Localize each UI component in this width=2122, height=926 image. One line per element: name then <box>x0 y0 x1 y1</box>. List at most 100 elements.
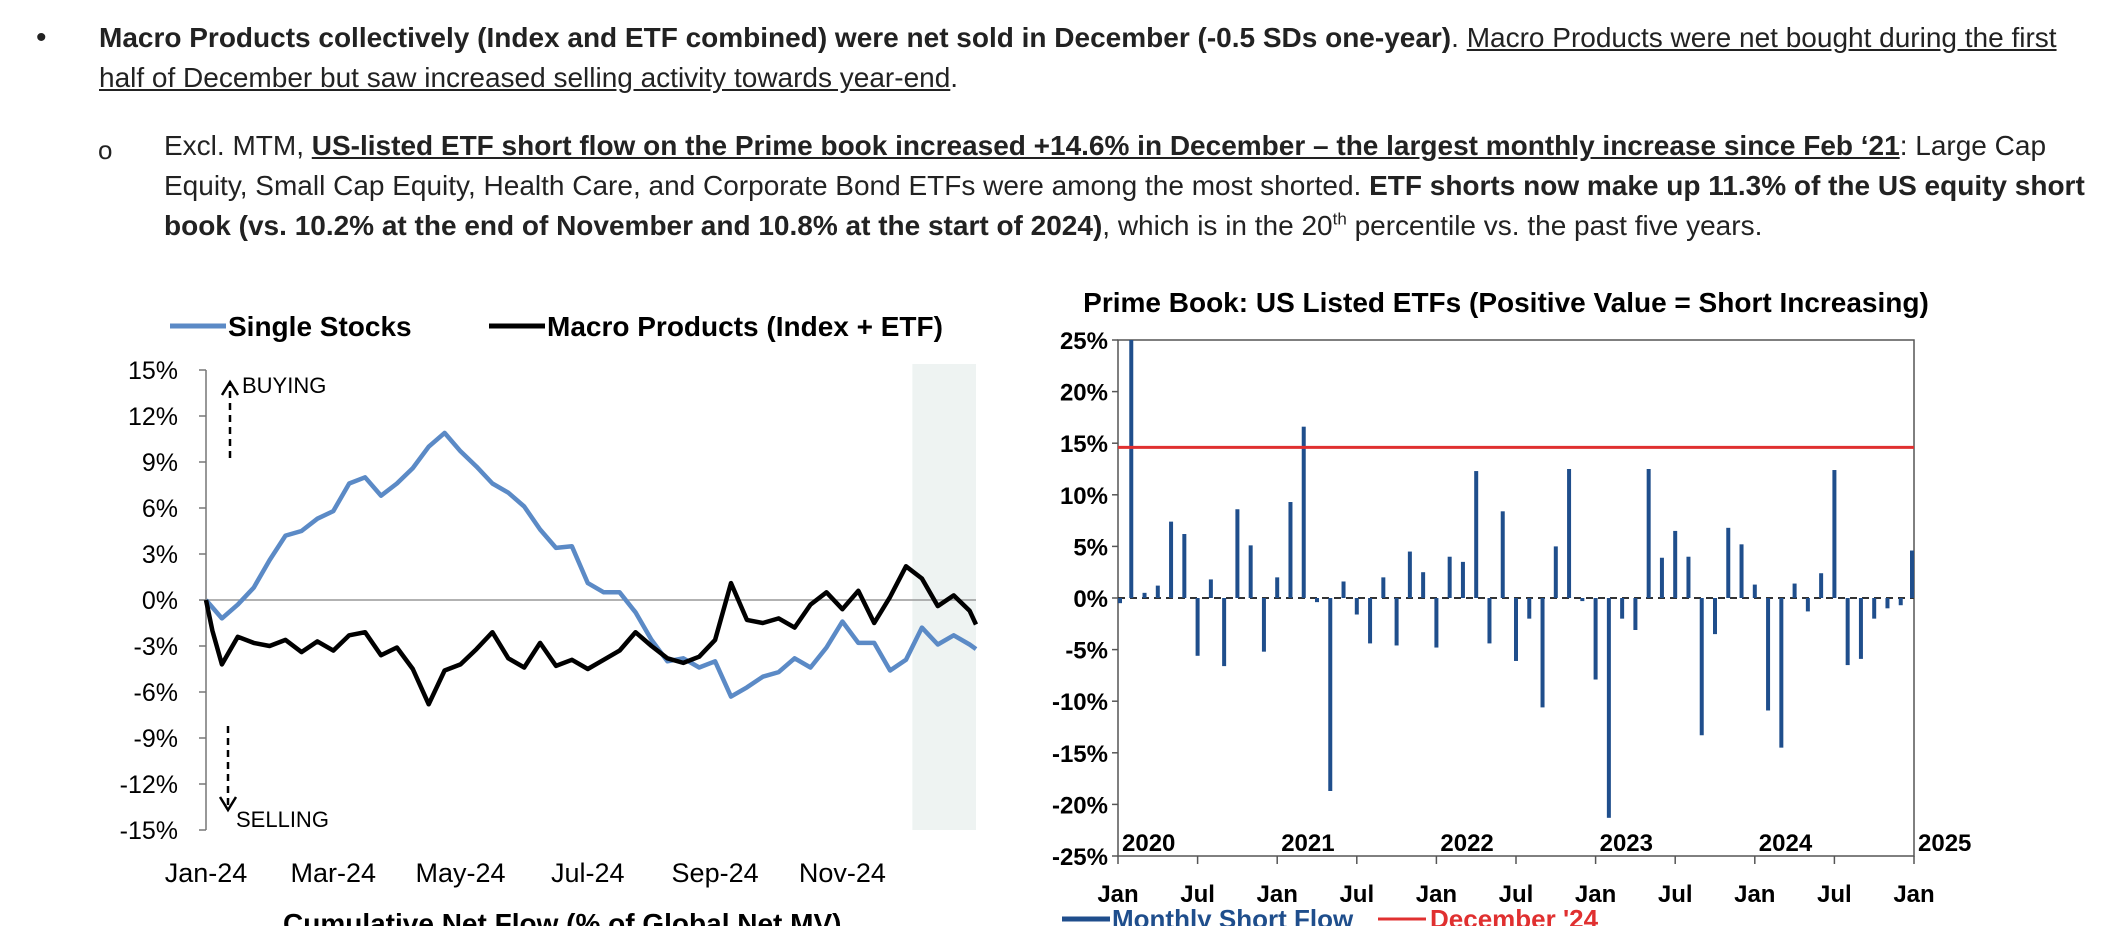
month-label: Jan <box>1097 881 1138 908</box>
monthly-short-flow-bar <box>1487 598 1492 644</box>
month-label: Jan <box>1257 881 1298 908</box>
prime-book-etf-chart: Prime Book: US Listed ETFs (Positive Val… <box>1052 287 1971 926</box>
monthly-short-flow-bar <box>1540 598 1545 708</box>
month-label: Jul <box>1499 881 1534 908</box>
y-tick-label: -12% <box>120 771 178 799</box>
monthly-short-flow-bar <box>1910 550 1914 598</box>
month-label: Jan <box>1734 881 1775 908</box>
y-tick-label: 20% <box>1060 380 1108 407</box>
right-chart-bars <box>1118 340 1914 818</box>
monthly-short-flow-bar <box>1447 556 1452 598</box>
y-tick-label: 6% <box>142 495 178 523</box>
monthly-short-flow-bar <box>1275 577 1280 598</box>
y-tick-label: 10% <box>1060 483 1108 510</box>
y-tick-label: 9% <box>142 449 178 477</box>
y-tick-label: -6% <box>134 679 178 707</box>
y-tick-label: -10% <box>1052 689 1108 716</box>
monthly-short-flow-bar <box>1593 598 1598 680</box>
monthly-short-flow-bar <box>1301 426 1306 598</box>
monthly-short-flow-bar <box>1713 598 1717 635</box>
bullet-circle: o <box>98 135 113 165</box>
monthly-short-flow-bar <box>1646 469 1651 598</box>
right-legend: Monthly Short Flow December '24 <box>1062 904 1599 926</box>
monthly-short-flow-bar <box>1407 551 1412 598</box>
macro-products-bold-text: Macro Products collectively (Index and E… <box>99 22 1452 53</box>
etf-short-flow-paragraph: Excl. MTM, US-listed ETF short flow on t… <box>164 126 2114 246</box>
monthly-short-flow-bar <box>1288 502 1293 598</box>
monthly-short-flow-bar <box>1567 469 1572 598</box>
month-label: Jul <box>1658 881 1693 908</box>
monthly-short-flow-bar <box>1235 509 1240 598</box>
y-tick-label: 3% <box>142 541 178 569</box>
monthly-short-flow-bar <box>1805 598 1810 612</box>
legend-december-label: December '24 <box>1430 904 1599 926</box>
monthly-short-flow-bar <box>1394 598 1399 646</box>
monthly-short-flow-bar <box>1832 470 1837 598</box>
monthly-short-flow-bar <box>1686 556 1691 598</box>
monthly-short-flow-bar <box>1699 598 1704 736</box>
y-tick-label: -9% <box>134 725 178 753</box>
y-tick-label: 0% <box>1073 586 1108 613</box>
monthly-short-flow-bar <box>1673 530 1678 598</box>
buying-arrowhead-icon <box>220 379 240 396</box>
legend-macro-products-label: Macro Products (Index + ETF) <box>547 311 943 342</box>
monthly-short-flow-bar <box>1752 584 1757 598</box>
monthly-short-flow-bar <box>1779 598 1784 748</box>
monthly-short-flow-bar <box>1460 561 1465 598</box>
bullet-dot: • <box>36 21 47 54</box>
month-label: Jul <box>1817 881 1852 908</box>
monthly-short-flow-bar <box>1739 544 1744 598</box>
macro-products-paragraph: Macro Products collectively (Index and E… <box>99 18 2099 98</box>
monthly-short-flow-bar <box>1434 598 1439 648</box>
mid-text: : Large Cap Equity, Small Cap Equity, He… <box>164 130 2047 201</box>
x-tick-label: Jan-24 <box>165 858 248 888</box>
separator: . <box>1451 22 1467 53</box>
monthly-short-flow-bar <box>1129 340 1134 598</box>
period: . <box>950 62 959 93</box>
tail-text-end: percentile vs. the past five years. <box>1346 210 1763 241</box>
single-stocks-line <box>204 430 978 699</box>
monthly-short-flow-bar <box>1261 598 1266 652</box>
monthly-short-flow-bar <box>1620 598 1625 619</box>
month-label: Jul <box>1339 881 1374 908</box>
monthly-short-flow-bar <box>1659 557 1664 598</box>
monthly-short-flow-bar <box>1155 585 1160 598</box>
monthly-short-flow-bar <box>1885 598 1890 609</box>
legend: Single Stocks Macro Products (Index + ET… <box>170 311 943 342</box>
cumulative-net-flow-chart: 15% 12% 9% 6% 3% 0% -3% -6% -9% -12% -15% Jan-24 Ma… <box>120 311 979 926</box>
monthly-short-flow-bar <box>1872 598 1877 619</box>
right-chart-title: Prime Book: US Listed ETFs (Positive Val… <box>1083 287 1929 318</box>
monthly-short-flow-bar <box>1580 598 1585 602</box>
lead-text: Excl. MTM, <box>164 130 312 161</box>
monthly-short-flow-bar <box>1222 598 1227 667</box>
right-chart-y-ticks: 25% 20% 15% 10% 5% 0% -5% -10% -15% -20% -25% <box>1052 328 1118 871</box>
year-label: 2020 <box>1122 830 1175 857</box>
right-chart-x-ticks: 2020 2021 2022 2023 2024 2025 Jan Jul Jan Jul Jan J… <box>1097 830 1971 908</box>
monthly-short-flow-bar <box>1819 573 1824 598</box>
selling-annotation: SELLING <box>218 726 329 832</box>
monthly-short-flow-bar <box>1845 598 1850 666</box>
monthly-short-flow-bar <box>1248 545 1253 598</box>
y-tick-label: 5% <box>1073 534 1108 561</box>
x-tick-label: Sep-24 <box>672 858 759 888</box>
buying-label: BUYING <box>242 373 326 398</box>
macro-products-line <box>203 564 979 707</box>
monthly-short-flow-bar <box>1142 592 1147 598</box>
monthly-short-flow-bar <box>1792 583 1797 598</box>
monthly-short-flow-bar <box>1354 598 1359 615</box>
monthly-short-flow-bar <box>1368 598 1373 644</box>
superscript-th: th <box>1332 209 1347 229</box>
month-label: Jul <box>1180 881 1215 908</box>
x-tick-label: May-24 <box>416 858 506 888</box>
monthly-short-flow-bar <box>1195 598 1200 656</box>
monthly-short-flow-bar <box>1633 598 1638 630</box>
monthly-short-flow-bar <box>1182 534 1187 598</box>
selling-label: SELLING <box>236 807 329 832</box>
y-tick-label: 15% <box>128 357 178 385</box>
legend-single-stocks-label: Single Stocks <box>228 311 412 342</box>
tail-text: , which is in the 20 <box>1102 210 1333 241</box>
y-tick-label: 25% <box>1060 328 1108 355</box>
y-tick-label: -15% <box>120 817 178 845</box>
year-label: 2025 <box>1918 830 1971 857</box>
monthly-short-flow-bar <box>1474 471 1479 598</box>
